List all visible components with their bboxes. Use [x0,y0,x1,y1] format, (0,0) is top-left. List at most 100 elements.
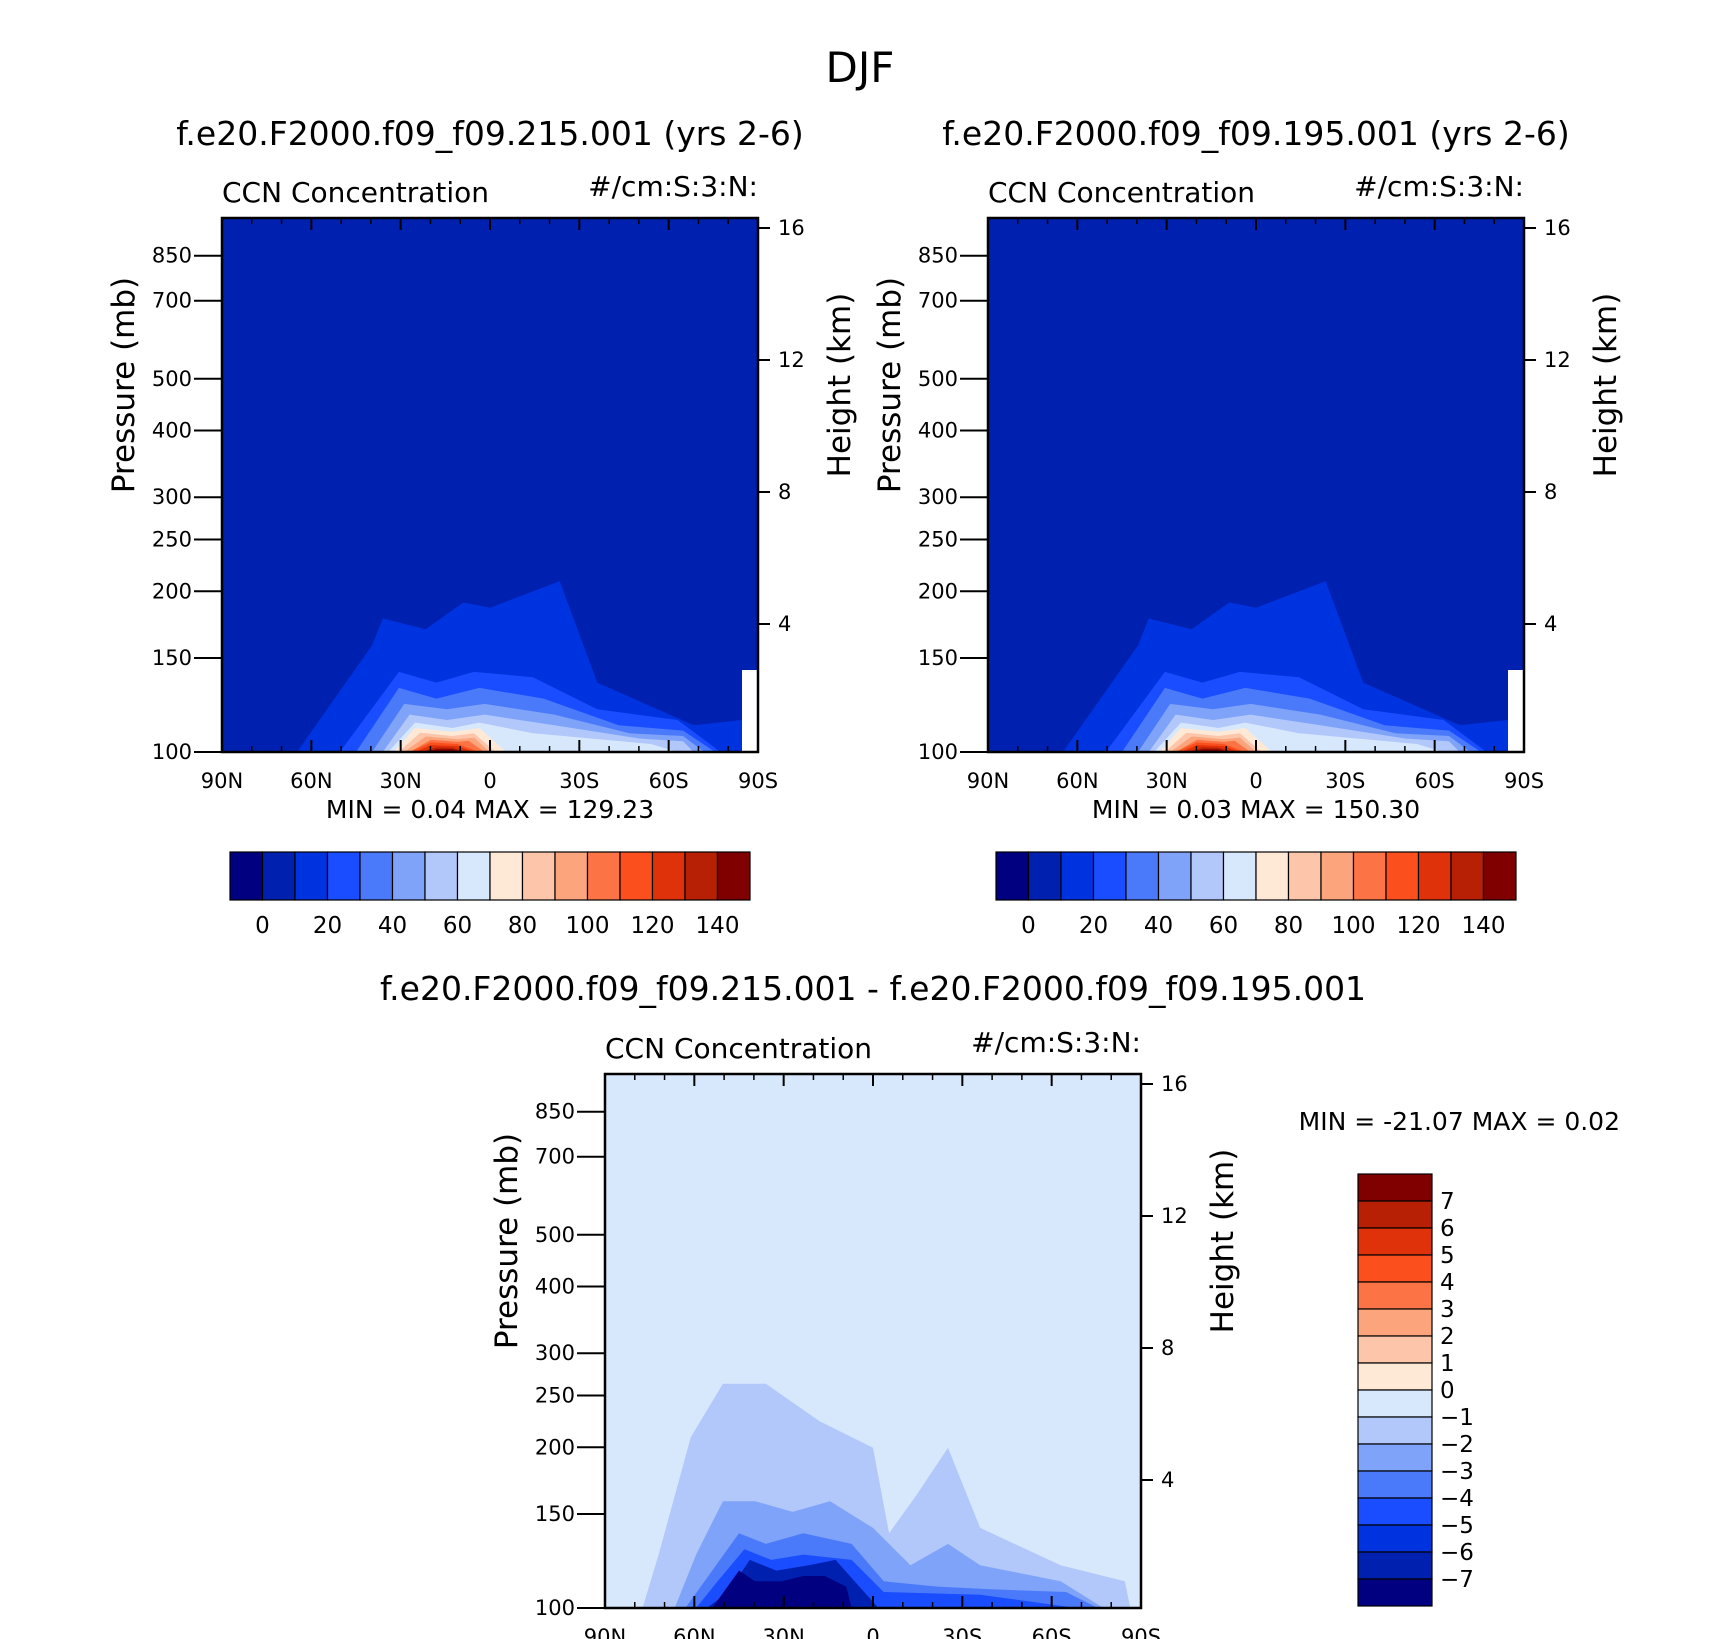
y-tick-label: 250 [918,528,958,552]
y-tick-label: 850 [152,244,192,268]
y-tick-label: 150 [535,1502,575,1526]
y-tick-label: 100 [918,740,958,764]
panel-title: f.e20.F2000.f09_f09.215.001 - f.e20.F200… [380,969,1366,1008]
colorbar-swatch [1027,851,1062,901]
y-tick-label: 400 [918,418,958,442]
y-right-tick-label: 12 [1544,348,1571,372]
colorbar-swatch [1255,851,1290,901]
colorbar-swatch [1125,851,1160,901]
colorbar-swatch [1357,1551,1433,1580]
x-tick-label: 30S [1325,769,1365,793]
panel-title: f.e20.F2000.f09_f09.195.001 (yrs 2-6) [942,114,1570,153]
x-tick-label: 60S [1415,769,1455,793]
colorbar-swatch [294,851,329,901]
colorbar-label: −6 [1440,1540,1474,1566]
y-right-tick-label: 8 [1544,480,1557,504]
units-label: #/cm:S:3:N: [1354,170,1524,203]
y-tick-label: 100 [152,740,192,764]
x-tick-label: 90N [584,1625,626,1639]
colorbar-swatch [456,851,491,901]
colorbar-label: 0 [1440,1378,1455,1404]
y-tick-label: 700 [918,289,958,313]
colorbar-label: 40 [378,913,407,939]
variable-label: CCN Concentration [988,176,1255,209]
y-tick-label: 500 [918,367,958,391]
x-tick-label: 0 [483,769,496,793]
y-right-tick-label: 4 [778,612,791,636]
panel-2: f.e20.F2000.f09_f09.195.001 (yrs 2-6) 90N… [872,114,1624,939]
colorbar-label: 20 [1079,913,1108,939]
y-right-tick-label: 12 [1161,1204,1188,1228]
colorbar-swatch [1222,851,1257,901]
y-tick-label: 300 [152,485,192,509]
y-right-tick-label: 16 [1161,1072,1188,1096]
colorbar-swatch [1357,1389,1433,1418]
x-tick-label: 30S [559,769,599,793]
colorbar-swatch [229,851,264,901]
colorbar-label: 20 [313,913,342,939]
colorbar-swatch [1352,851,1387,901]
y-right-tick-label: 4 [1544,612,1557,636]
colorbar-swatch [1357,1227,1433,1256]
y-tick-label: 100 [535,1596,575,1620]
y-tick-label: 250 [535,1384,575,1408]
y-tick-label: 150 [152,646,192,670]
colorbar-swatch [619,851,654,901]
colorbar-swatch [489,851,524,901]
x-tick-label: 60N [1056,769,1098,793]
colorbar-swatch [716,851,751,901]
colorbar: 0 20 40 60 80 100 120 140 [995,851,1517,939]
colorbar-swatch [1357,1578,1433,1607]
y-tick-label: 850 [535,1100,575,1124]
missing-data-region [1508,670,1524,752]
colorbar-swatch [1357,1416,1433,1445]
colorbar-swatch [326,851,361,901]
y-right-tick-label: 4 [1161,1468,1174,1492]
colorbar-swatch [1357,1470,1433,1499]
colorbar-label: 60 [443,913,472,939]
y-right-tick-label: 16 [778,216,805,240]
y-right-axis-title: Height (km) [1588,293,1624,478]
variable-label: CCN Concentration [605,1032,872,1065]
colorbar-label: 0 [255,913,270,939]
y-tick-label: 300 [918,485,958,509]
min-max-label: MIN = 0.04 MAX = 129.23 [326,795,654,824]
y-tick-label: 150 [918,646,958,670]
min-max-label: MIN = -21.07 MAX = 0.02 [1299,1107,1620,1136]
missing-data-region [742,670,758,752]
y-right-axis-title: Height (km) [1205,1149,1241,1334]
colorbar-label: −5 [1440,1513,1474,1539]
colorbar-label: 120 [1397,913,1441,939]
colorbar-swatch [1092,851,1127,901]
x-tick-label: 30N [762,1625,804,1639]
colorbar-label: 4 [1440,1270,1455,1296]
colorbar-swatch [1357,1443,1433,1472]
colorbar-swatch [1357,1335,1433,1364]
colorbar-label: −3 [1440,1459,1474,1485]
colorbar-swatch [586,851,621,901]
colorbar-label: 7 [1440,1189,1455,1215]
y-tick-label: 200 [152,579,192,603]
colorbar-swatch [1357,1362,1433,1391]
min-max-label: MIN = 0.03 MAX = 150.30 [1092,795,1420,824]
colorbar-swatch [1287,851,1322,901]
colorbar-label: 40 [1144,913,1173,939]
colorbar-label: −1 [1440,1405,1474,1431]
colorbar-label: −4 [1440,1486,1474,1512]
colorbar-swatch [1450,851,1485,901]
colorbar-swatch [359,851,394,901]
colorbar-swatch [684,851,719,901]
x-tick-label: 60N [290,769,332,793]
colorbar-swatch [521,851,556,901]
colorbar-label: 100 [1332,913,1376,939]
panel-1: f.e20.F2000.f09_f09.215.001 (yrs 2-6) 90N… [106,114,858,939]
colorbar-label: 6 [1440,1216,1455,1242]
y-tick-label: 300 [535,1341,575,1365]
colorbar-swatch [391,851,426,901]
x-tick-label: 90S [1504,769,1544,793]
colorbar-swatch [1385,851,1420,901]
y-tick-label: 700 [152,289,192,313]
y-axis-title: Pressure (mb) [489,1133,525,1349]
